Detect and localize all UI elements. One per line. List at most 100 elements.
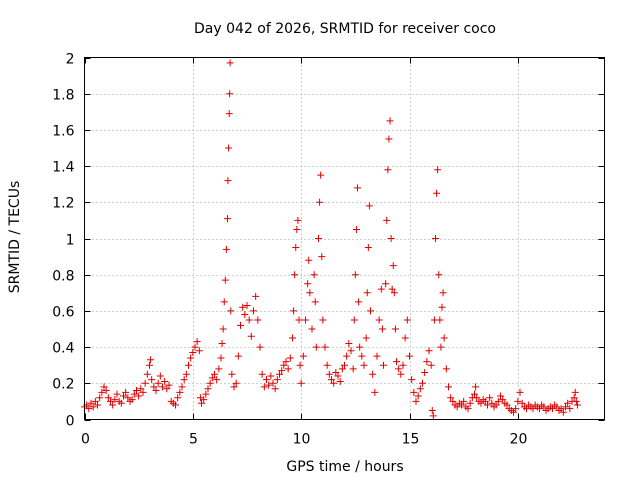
data-point: [540, 403, 548, 411]
data-point: [220, 298, 228, 306]
data-point: [269, 379, 277, 387]
data-point: [310, 271, 318, 279]
data-point: [308, 325, 316, 333]
data-point: [440, 334, 448, 342]
data-point: [226, 59, 234, 67]
data-point: [143, 370, 151, 378]
data-point: [111, 396, 119, 404]
data-point: [195, 347, 203, 355]
data-point: [437, 343, 445, 351]
data-point: [315, 235, 322, 242]
y-tick-label: 1.4: [52, 160, 74, 176]
data-point: [305, 256, 313, 264]
data-point: [291, 271, 299, 279]
data-point: [325, 370, 333, 378]
data-point: [421, 368, 429, 376]
y-tick-label: 0.2: [52, 377, 74, 393]
data-point: [356, 343, 364, 351]
data-point: [382, 280, 390, 288]
data-point: [435, 271, 443, 279]
data-point: [516, 388, 524, 396]
data-point: [432, 235, 439, 242]
data-point: [458, 401, 465, 409]
data-point: [373, 352, 381, 360]
data-point: [317, 171, 325, 179]
data-point: [341, 361, 348, 369]
data-point: [529, 405, 537, 413]
data-point: [559, 408, 567, 416]
data-point: [137, 385, 145, 393]
data-point: [360, 361, 368, 369]
data-point: [178, 383, 186, 391]
data-point: [241, 311, 249, 319]
y-tick-label: 0.6: [52, 305, 74, 321]
data-point: [133, 387, 140, 395]
data-point: [481, 397, 489, 405]
data-point: [100, 383, 108, 391]
data-point: [198, 399, 205, 407]
data-point: [393, 358, 400, 366]
data-point: [104, 394, 112, 402]
data-point: [206, 379, 214, 387]
data-point: [102, 387, 110, 395]
x-tick-label: 0: [81, 432, 90, 448]
data-point: [191, 343, 199, 351]
data-point: [139, 388, 147, 396]
data-point: [492, 401, 500, 409]
data-point: [472, 383, 480, 391]
data-point: [98, 388, 106, 396]
data-point: [226, 90, 234, 98]
data-point: [211, 370, 218, 378]
data-point: [494, 397, 502, 405]
data-point: [182, 370, 190, 378]
data-point: [419, 379, 426, 387]
data-point: [323, 361, 331, 369]
grid-lines: [84, 57, 605, 420]
data-point: [442, 365, 450, 373]
data-point: [488, 399, 496, 407]
data-point: [87, 399, 95, 407]
data-point: [447, 394, 455, 402]
data-point: [380, 361, 387, 369]
data-point: [553, 403, 561, 411]
data-point: [297, 379, 305, 387]
data-point: [293, 225, 301, 233]
data-point: [117, 399, 125, 407]
data-point: [403, 316, 411, 324]
data-point: [247, 332, 255, 340]
data-point: [512, 405, 520, 413]
data-point: [271, 385, 279, 393]
data-point: [200, 396, 208, 404]
data-point: [120, 392, 127, 400]
data-point: [514, 397, 522, 405]
data-point: [152, 387, 160, 395]
data-point: [176, 388, 184, 396]
data-point: [141, 379, 149, 387]
data-point: [383, 216, 391, 224]
data-point: [351, 271, 359, 279]
data-point: [416, 385, 424, 393]
data-point: [135, 392, 143, 400]
data-point: [252, 292, 260, 300]
data-point: [260, 383, 268, 391]
data-point: [311, 298, 319, 306]
data-point: [234, 352, 242, 360]
data-point: [389, 262, 397, 270]
chart-title: Day 042 of 2026, SRMTID for receiver coc…: [194, 21, 496, 37]
data-point: [536, 405, 543, 413]
y-axis-label: SRMTID / TECUs: [7, 181, 23, 294]
data-point: [397, 370, 405, 378]
data-point: [204, 385, 212, 393]
data-point: [464, 405, 472, 413]
data-point: [571, 388, 579, 396]
data-point: [254, 316, 262, 324]
data-point: [497, 392, 504, 400]
data-point: [378, 325, 386, 333]
data-point: [193, 338, 201, 346]
data-points: [81, 59, 581, 420]
data-point: [510, 408, 517, 416]
data-point: [267, 372, 275, 380]
data-point: [316, 198, 324, 206]
data-point: [150, 383, 158, 391]
data-point: [202, 390, 210, 398]
